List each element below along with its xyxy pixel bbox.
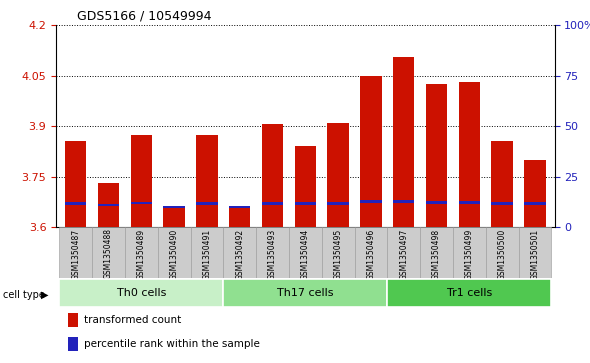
Bar <box>98 204 119 207</box>
Bar <box>360 200 382 203</box>
Text: GSM1350494: GSM1350494 <box>301 228 310 280</box>
Bar <box>327 123 349 227</box>
Bar <box>453 227 486 278</box>
Text: GSM1350493: GSM1350493 <box>268 228 277 280</box>
Text: GSM1350492: GSM1350492 <box>235 228 244 280</box>
Bar <box>65 202 86 205</box>
Text: GSM1350487: GSM1350487 <box>71 228 80 280</box>
Bar <box>491 141 513 227</box>
FancyBboxPatch shape <box>60 279 224 307</box>
FancyBboxPatch shape <box>224 279 387 307</box>
Bar <box>491 202 513 205</box>
Bar <box>163 208 185 227</box>
Bar <box>458 82 480 227</box>
Bar <box>294 146 316 227</box>
Text: transformed count: transformed count <box>84 315 182 325</box>
Bar <box>262 202 283 205</box>
Bar <box>229 208 250 227</box>
Bar <box>327 202 349 205</box>
Text: GSM1350495: GSM1350495 <box>333 228 343 280</box>
Text: percentile rank within the sample: percentile rank within the sample <box>84 339 260 349</box>
Bar <box>65 141 86 227</box>
Bar <box>525 202 546 205</box>
Text: GSM1350497: GSM1350497 <box>399 228 408 280</box>
Text: Th0 cells: Th0 cells <box>117 287 166 298</box>
Bar <box>360 76 382 227</box>
Text: GSM1350489: GSM1350489 <box>137 228 146 280</box>
Bar <box>92 227 125 278</box>
Bar <box>229 206 250 208</box>
Bar <box>262 125 283 227</box>
Bar <box>322 227 355 278</box>
Text: GSM1350499: GSM1350499 <box>465 228 474 280</box>
Bar <box>158 227 191 278</box>
Bar <box>191 227 224 278</box>
Bar <box>393 57 414 227</box>
Text: GSM1350488: GSM1350488 <box>104 228 113 280</box>
Bar <box>393 200 414 203</box>
FancyBboxPatch shape <box>387 279 551 307</box>
Text: Th17 cells: Th17 cells <box>277 287 333 298</box>
Bar <box>256 227 289 278</box>
Text: GSM1350490: GSM1350490 <box>170 228 179 280</box>
Text: cell type: cell type <box>3 290 45 300</box>
Text: GDS5166 / 10549994: GDS5166 / 10549994 <box>77 9 211 22</box>
Bar <box>196 202 218 205</box>
Bar <box>60 227 92 278</box>
Bar <box>125 227 158 278</box>
Bar <box>387 227 420 278</box>
Text: GSM1350498: GSM1350498 <box>432 228 441 280</box>
Bar <box>196 135 218 227</box>
Bar <box>130 135 152 227</box>
Bar <box>420 227 453 278</box>
Bar <box>486 227 519 278</box>
Text: GSM1350500: GSM1350500 <box>497 228 507 280</box>
Text: GSM1350491: GSM1350491 <box>202 228 211 280</box>
Bar <box>519 227 551 278</box>
Text: GSM1350496: GSM1350496 <box>366 228 375 280</box>
Bar <box>289 227 322 278</box>
Bar <box>458 201 480 204</box>
Bar <box>130 202 152 204</box>
Bar <box>426 84 447 227</box>
Bar <box>224 227 256 278</box>
Text: ▶: ▶ <box>41 290 49 300</box>
Bar <box>98 183 119 227</box>
Bar <box>426 201 447 204</box>
Text: Tr1 cells: Tr1 cells <box>447 287 492 298</box>
Bar <box>525 160 546 227</box>
Bar <box>163 206 185 208</box>
Bar <box>355 227 387 278</box>
Text: GSM1350501: GSM1350501 <box>530 228 539 280</box>
Bar <box>294 202 316 205</box>
